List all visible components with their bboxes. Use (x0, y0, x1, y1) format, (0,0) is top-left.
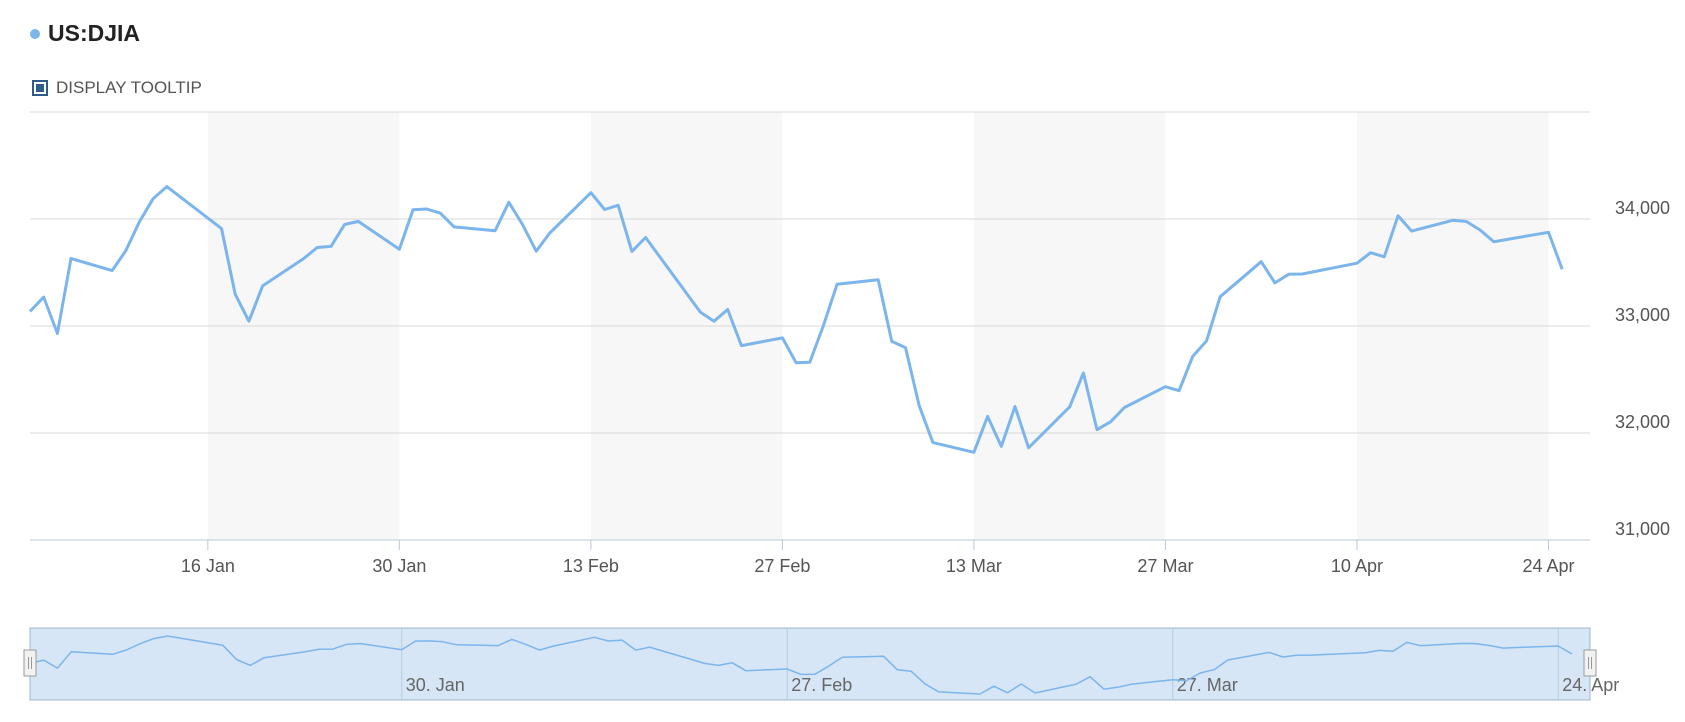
title-text: US:DJIA (48, 20, 141, 46)
x-tick-label: 24 Apr (1522, 556, 1574, 576)
navigator-line (29, 635, 1573, 695)
checkbox-label: DISPLAY TOOLTIP (56, 78, 202, 97)
x-tick-label: 13 Feb (563, 556, 619, 576)
y-tick-label: 32,000 (1615, 412, 1670, 432)
navigator-label: 27. Feb (791, 675, 852, 695)
x-tick-label: 30 Jan (372, 556, 426, 576)
series-line (28, 185, 1564, 454)
checkbox[interactable] (32, 80, 48, 96)
y-tick-label: 34,000 (1615, 198, 1670, 218)
x-tick-label: 13 Mar (946, 556, 1002, 576)
x-tick-label: 10 Apr (1331, 556, 1383, 576)
navigator-bg (29, 627, 1591, 701)
tooltip-checkbox[interactable]: DISPLAY TOOLTIP (32, 78, 202, 98)
navigator-handle[interactable] (1583, 649, 1597, 677)
chart-title: US:DJIA (30, 20, 140, 47)
y-tick-label: 33,000 (1615, 305, 1670, 325)
series-dot (30, 28, 40, 39)
x-tick-label: 27 Feb (754, 556, 810, 576)
x-tick-label: 27 Mar (1137, 556, 1193, 576)
navigator-handle[interactable] (23, 649, 37, 677)
y-tick-label: 31,000 (1615, 519, 1670, 539)
navigator-label: 24. Apr (1562, 675, 1619, 695)
navigator-label: 30. Jan (406, 675, 465, 695)
x-tick-label: 16 Jan (181, 556, 235, 576)
navigator-label: 27. Mar (1177, 675, 1238, 695)
